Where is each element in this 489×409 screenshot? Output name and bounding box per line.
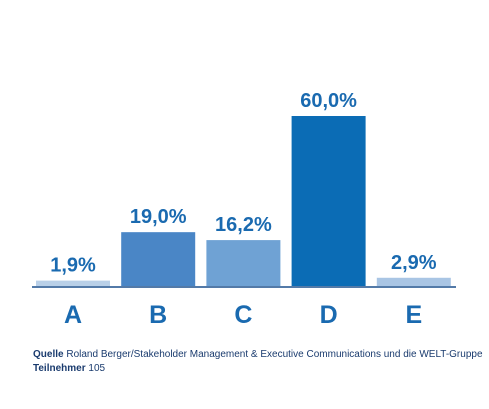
value-label: 16,2% [215, 214, 272, 236]
category-label: E [405, 301, 422, 329]
category-label: C [234, 301, 252, 329]
participants-label: Teilnehmer [33, 363, 86, 374]
participants-count: 105 [88, 363, 105, 374]
bar [376, 277, 451, 286]
category-label: A [64, 301, 82, 329]
source: Quelle Roland Berger/Stakeholder Managem… [33, 349, 483, 360]
category-label: B [149, 301, 167, 329]
value-label: 1,9% [50, 255, 96, 277]
bar [291, 116, 366, 286]
value-label: 60,0% [300, 90, 357, 112]
value-label: 19,0% [130, 206, 187, 228]
bar [121, 232, 196, 286]
source-label: Quelle [33, 349, 64, 360]
source-text: Roland Berger/Stakeholder Management & E… [66, 349, 483, 360]
bar [36, 280, 110, 286]
bar [206, 240, 281, 286]
participants: Teilnehmer 105 [33, 363, 106, 374]
category-label: D [320, 301, 338, 329]
value-label: 2,9% [391, 252, 437, 274]
